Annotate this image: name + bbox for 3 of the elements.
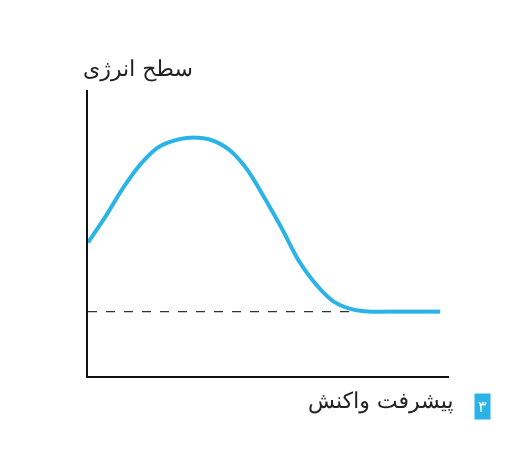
- x-axis-title: پیشرفت واکنش: [308, 389, 454, 414]
- text: ۳: [478, 397, 487, 416]
- y-axis-title: سطح انرژی: [83, 57, 193, 82]
